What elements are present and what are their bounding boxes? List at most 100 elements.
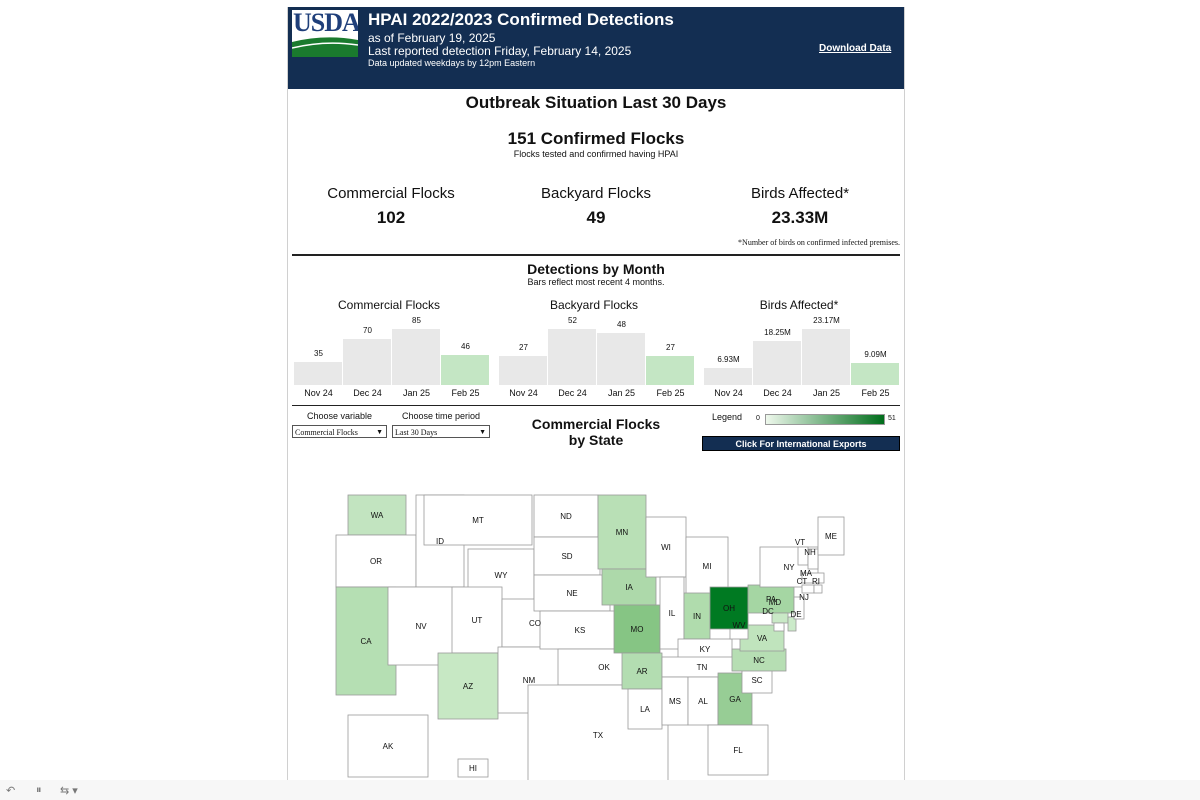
bar-1-1[interactable]	[548, 329, 596, 385]
legend-gradient	[765, 414, 885, 425]
state-label-ar: AR	[636, 667, 647, 676]
chart-title-0: Commercial Flocks	[337, 298, 440, 312]
bar-1-0[interactable]	[499, 356, 547, 385]
bar-0-2[interactable]	[392, 329, 440, 385]
state-ne[interactable]	[533, 574, 611, 612]
state-or[interactable]	[335, 534, 417, 588]
international-exports-button[interactable]: Click For International Exports	[702, 436, 900, 451]
state-label-tn: TN	[697, 663, 708, 672]
state-label-nm: NM	[523, 676, 536, 685]
state-label-mo: MO	[631, 625, 644, 634]
state-label-ky: KY	[700, 645, 711, 654]
kpi-birds-label: Birds Affected*	[750, 185, 850, 202]
monthly-subtitle: Bars reflect most recent 4 months.	[527, 277, 665, 287]
state-mt[interactable]	[423, 494, 533, 546]
bar-2-3[interactable]	[851, 363, 899, 385]
state-label-ak: AK	[383, 742, 394, 751]
x-tick-label: Nov 24	[304, 388, 333, 398]
state-la[interactable]	[627, 688, 663, 730]
x-tick-label: Nov 24	[714, 388, 743, 398]
state-ca[interactable]	[335, 586, 397, 696]
bar-0-3[interactable]	[441, 355, 489, 385]
update-note: Data updated weekdays by 12pm Eastern	[368, 58, 536, 68]
state-mo[interactable]	[613, 604, 661, 654]
x-tick-label: Nov 24	[509, 388, 538, 398]
state-label-me: ME	[825, 532, 837, 541]
state-label-mi: MI	[703, 562, 712, 571]
state-ct[interactable]	[801, 584, 815, 594]
pause-icon[interactable]: ⏸	[36, 784, 42, 796]
map-title-line2: by State	[568, 432, 624, 448]
state-label-ia: IA	[625, 583, 633, 592]
state-ms[interactable]	[661, 676, 689, 726]
share-icon[interactable]: ⇆ ▾	[60, 785, 78, 797]
kpi-commercial-value: 102	[376, 208, 406, 227]
state-label-ri: RI	[812, 577, 820, 586]
bar-value-label: 18.25M	[764, 328, 791, 337]
state-nd[interactable]	[533, 494, 599, 538]
confirmed-note: Flocks tested and confirmed having HPAI	[513, 149, 679, 159]
variable-label: Choose variable	[307, 411, 373, 421]
bar-value-label: 35	[314, 349, 323, 358]
state-pa[interactable]	[747, 584, 795, 614]
state-ma[interactable]	[801, 572, 825, 584]
state-label-ma: MA	[800, 569, 813, 578]
header-banner: USDA HPAI 2022/2023 Confirmed Detections…	[288, 7, 904, 89]
state-md[interactable]	[771, 612, 789, 624]
state-label-ks: KS	[575, 626, 586, 635]
state-oh[interactable]	[709, 586, 749, 630]
state-fl[interactable]	[707, 724, 769, 776]
kpi-backyard-label: Backyard Flocks	[540, 185, 652, 202]
state-label-wv: WV	[733, 621, 747, 630]
state-de[interactable]	[787, 616, 797, 632]
state-label-az: AZ	[463, 682, 473, 691]
state-label-ut: UT	[472, 616, 483, 625]
download-data-link[interactable]: Download Data	[819, 43, 892, 54]
bar-0-1[interactable]	[343, 339, 391, 385]
state-label-wi: WI	[661, 543, 671, 552]
state-label-la: LA	[640, 705, 650, 714]
state-ut[interactable]	[451, 586, 503, 654]
variable-select-value: Commercial Flocks	[295, 428, 358, 437]
x-tick-label: Jan 25	[812, 388, 841, 398]
bar-1-3[interactable]	[646, 356, 694, 385]
undo-icon[interactable]: ↶	[6, 785, 16, 797]
bar-2-2[interactable]	[802, 329, 850, 385]
state-label-nd: ND	[560, 512, 572, 521]
state-ks[interactable]	[539, 610, 621, 650]
period-select[interactable]: Last 30 Days ▼	[392, 425, 490, 438]
state-label-ne: NE	[566, 589, 577, 598]
state-dc[interactable]	[773, 622, 785, 632]
state-label-wa: WA	[371, 511, 384, 520]
state-ak[interactable]	[347, 714, 429, 778]
bar-2-0[interactable]	[704, 368, 752, 385]
state-ar[interactable]	[621, 652, 663, 690]
bar-0-0[interactable]	[294, 362, 342, 385]
state-hi[interactable]	[457, 758, 489, 778]
state-mi[interactable]	[685, 536, 729, 596]
state-label-tx: TX	[593, 731, 604, 740]
legend-min: 0	[756, 415, 760, 422]
x-tick-label: Feb 25	[861, 388, 890, 398]
state-nh[interactable]	[807, 548, 819, 570]
variable-select[interactable]: Commercial Flocks ▼	[292, 425, 387, 438]
state-label-il: IL	[669, 609, 676, 618]
state-label-sd: SD	[561, 552, 572, 561]
bar-value-label: 48	[617, 320, 626, 329]
state-al[interactable]	[687, 676, 719, 726]
bar-1-2[interactable]	[597, 333, 645, 385]
bar-value-label: 27	[519, 343, 528, 352]
state-wa[interactable]	[347, 494, 407, 536]
bar-value-label: 23.17M	[813, 316, 840, 325]
state-label-wy: WY	[495, 571, 509, 580]
kpi-backyard-value: 49	[586, 208, 606, 227]
bar-2-1[interactable]	[753, 341, 801, 385]
x-tick-label: Dec 24	[763, 388, 792, 398]
bar-value-label: 46	[461, 342, 470, 351]
state-label-ny: NY	[783, 563, 795, 572]
legend-max: 51	[888, 415, 896, 422]
state-ri[interactable]	[813, 584, 823, 594]
state-nj[interactable]	[793, 596, 805, 620]
state-label-dc: DC	[762, 607, 774, 616]
state-me[interactable]	[817, 516, 845, 556]
